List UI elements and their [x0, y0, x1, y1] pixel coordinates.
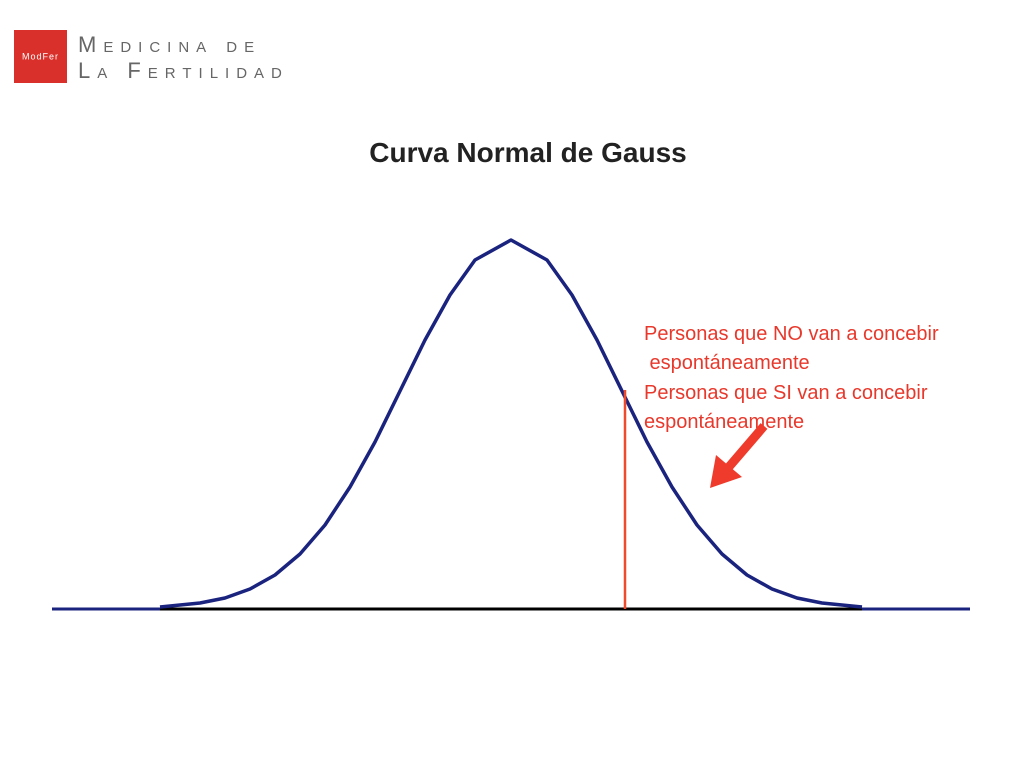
annotation: Personas que NO van a concebir [644, 323, 939, 345]
annotation: espontáneamente [644, 352, 810, 374]
arrow [710, 423, 768, 488]
gauss-curve [159, 238, 863, 609]
logo-mark: ModFer [22, 51, 59, 61]
annotation: Personas que SI van a concebir [644, 382, 928, 404]
annotation: espontáneamente [644, 411, 804, 433]
logo-box [14, 30, 67, 83]
logo-line1: Medicina de [78, 32, 261, 57]
title: Curva Normal de Gauss [369, 137, 686, 168]
logo-line2: La Fertilidad [78, 58, 289, 83]
